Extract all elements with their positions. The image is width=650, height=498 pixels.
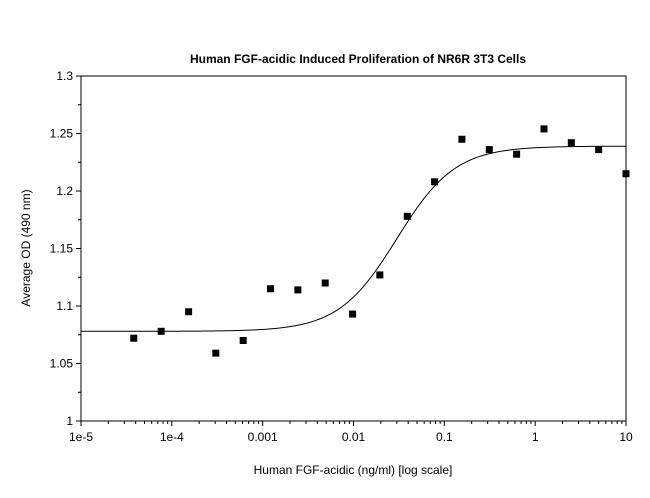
data-point [622, 170, 630, 178]
y-axis: 1 1.05 1.1 1.15 1.2 1.25 1.3 [50, 69, 81, 428]
y-tick-label: 1.1 [56, 299, 73, 313]
x-tick-label: 0.1 [436, 430, 453, 444]
y-tick-label: 1.3 [56, 69, 73, 83]
x-tick-label: 1e-5 [69, 430, 93, 444]
data-points [130, 125, 630, 357]
fit-curve [81, 145, 627, 332]
y-tick-label: 1.05 [50, 357, 74, 371]
data-point [567, 139, 575, 147]
data-point [431, 178, 439, 186]
x-tick-label: 1 [532, 430, 539, 444]
y-tick-label: 1.25 [50, 127, 74, 141]
x-tick-label: 10 [619, 430, 633, 444]
data-point [376, 271, 384, 279]
data-point [267, 285, 275, 293]
plot-frame [80, 75, 627, 422]
data-point [513, 150, 521, 158]
y-axis-label: Average OD (490 nm) [19, 189, 33, 306]
data-point [403, 212, 411, 220]
data-point [458, 135, 466, 143]
data-point [239, 337, 247, 344]
x-tick-label: 0.01 [342, 430, 366, 444]
x-tick-label: 1e-4 [160, 430, 184, 444]
data-point [212, 349, 220, 357]
data-point [349, 310, 357, 318]
data-point [485, 146, 493, 154]
data-point [540, 125, 548, 133]
data-point [130, 334, 138, 342]
data-point [321, 279, 329, 287]
chart-title: Human FGF-acidic Induced Proliferation o… [190, 52, 526, 66]
x-tick-label: 0.001 [248, 430, 278, 444]
x-axis: 1e-5 1e-4 0.001 0.01 0.1 1 10 [69, 421, 633, 444]
data-point [185, 308, 193, 316]
y-tick-label: 1.2 [56, 184, 73, 198]
data-point [157, 327, 165, 335]
data-point [294, 286, 302, 294]
x-axis-label: Human FGF-acidic (ng/ml) [log scale] [254, 463, 453, 477]
y-tick-label: 1 [66, 414, 73, 428]
y-tick-label: 1.15 [50, 242, 74, 256]
data-point [595, 146, 603, 154]
